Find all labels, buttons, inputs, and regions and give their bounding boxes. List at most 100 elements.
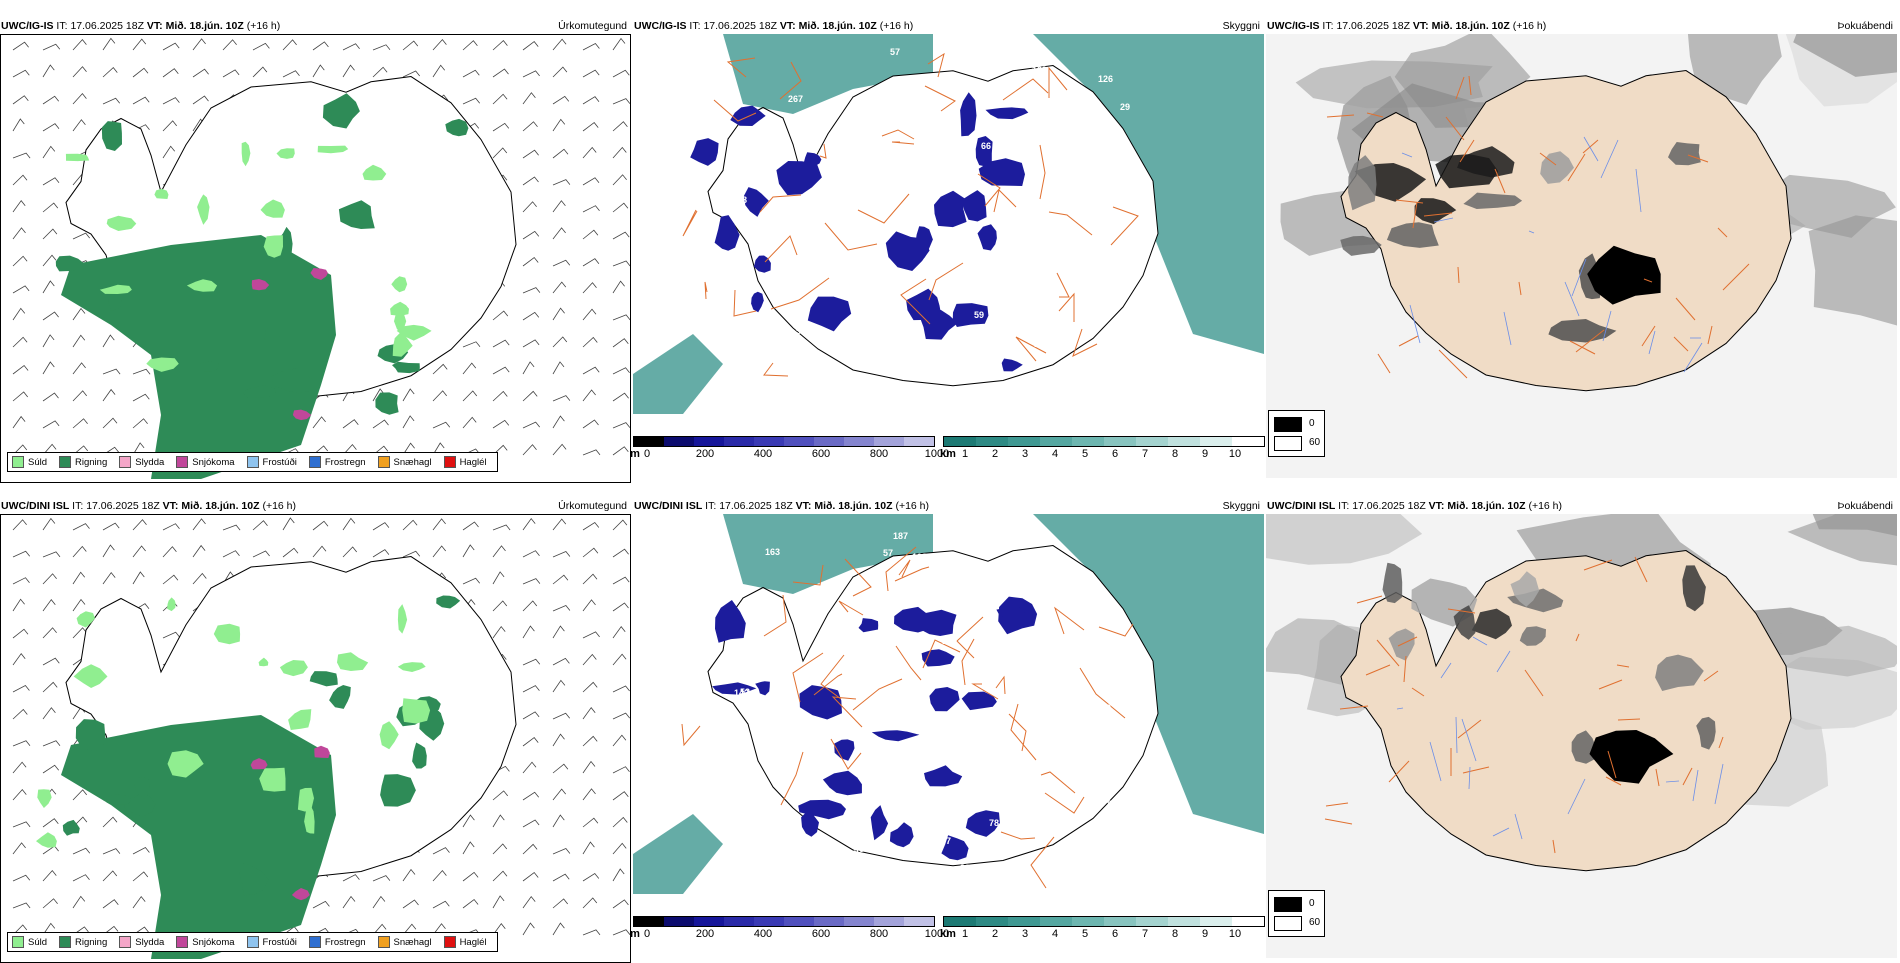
wind-barb	[222, 550, 240, 558]
iceland-landmass	[1340, 549, 1792, 872]
drizzle-blob	[197, 194, 210, 225]
road	[1326, 114, 1355, 118]
drizzle-area	[36, 597, 431, 848]
vt-label: VT:	[162, 500, 179, 512]
colorbar-swatch	[1040, 437, 1072, 446]
wind-barb	[162, 97, 180, 105]
wind-barb	[432, 442, 445, 456]
wind-barb	[372, 66, 388, 78]
visibility-value: 43	[752, 370, 762, 380]
drizzle-blob	[391, 276, 408, 293]
wind-barb	[192, 544, 206, 558]
river	[1528, 230, 1535, 234]
wind-barb	[432, 900, 450, 909]
visibility-value: 46	[798, 229, 808, 239]
wind-barb	[312, 900, 330, 909]
visibility-blob	[941, 835, 969, 861]
wind-barb	[492, 68, 509, 78]
visibility-blob	[915, 226, 933, 258]
wind-barb	[12, 519, 27, 531]
vis-km-ticks: km 1 2 3 4 5 6 7 8 9 10	[940, 927, 1263, 941]
precip-type-legend: Súld Rigning Slydda Snjókoma Frostúði Frostre…	[7, 932, 498, 952]
legend-item: Súld	[12, 936, 47, 948]
wind-barb	[552, 336, 568, 348]
wind-barb	[132, 393, 150, 402]
wind-barb	[12, 200, 26, 213]
rain-blob	[239, 862, 269, 896]
wind-barb	[492, 390, 508, 402]
vt-label: VT:	[779, 20, 796, 32]
road-network	[682, 52, 1139, 377]
wind-barb	[612, 121, 628, 132]
visibility-value: 150	[942, 636, 957, 646]
rain-area	[55, 93, 469, 479]
visibility-value: 103	[1034, 339, 1049, 349]
wind-barb	[102, 417, 118, 429]
wind-barb	[612, 338, 629, 348]
river	[1692, 769, 1699, 802]
panel-header: UWC/IG-IS IT: 17.06.2025 18Z VT: Mið. 18…	[1267, 20, 1893, 33]
colorbar-swatch	[724, 917, 754, 926]
road	[995, 675, 1006, 695]
wind-barb	[522, 922, 535, 936]
snow-blob	[314, 745, 330, 758]
visibility-value: 64	[954, 866, 964, 876]
low-visibility-m-area	[712, 596, 1038, 861]
low-visibility-m-area	[690, 92, 1029, 372]
vt-label: VT:	[146, 20, 163, 32]
road	[1641, 325, 1656, 347]
rain-blob	[329, 685, 351, 709]
colorbar-unit: km	[940, 448, 956, 460]
drizzle-blob	[99, 284, 132, 294]
road	[704, 281, 708, 300]
colorbar-swatch	[1104, 437, 1136, 446]
visibility-value: 64	[931, 396, 941, 406]
colorbar-swatch	[1136, 437, 1168, 446]
colorbar-swatch	[976, 917, 1008, 926]
wind-barb	[42, 145, 56, 159]
legend-item: Haglél	[443, 456, 487, 468]
wind-barb	[402, 40, 419, 51]
visibility-blob	[921, 649, 955, 667]
rain-blob	[101, 121, 122, 151]
wind-barb	[282, 39, 297, 51]
river	[1600, 139, 1619, 179]
road	[1040, 771, 1076, 794]
wind-barb	[402, 415, 415, 429]
wind-barb	[12, 708, 28, 720]
drizzle-blob	[362, 164, 387, 181]
panel-header: UWC/IG-IS IT: 17.06.2025 18Z VT: Mið. 18…	[634, 20, 1260, 33]
wind-barb	[612, 446, 629, 456]
visibility-value: 71	[798, 388, 808, 398]
road	[770, 277, 830, 310]
wind-barb	[612, 685, 630, 693]
road	[924, 85, 956, 112]
wind-barb	[522, 121, 538, 132]
wind-barb	[582, 735, 598, 747]
wind-barb	[522, 287, 541, 294]
legend-item: Frostúði	[246, 456, 297, 468]
wind-barb	[372, 895, 386, 909]
road	[763, 594, 787, 637]
visibility-blob	[929, 687, 960, 712]
river	[1401, 152, 1413, 158]
wind-barb	[552, 179, 571, 186]
wind-barb	[522, 871, 539, 882]
wind-barb	[582, 229, 599, 240]
visibility-value: 69	[1017, 189, 1027, 199]
panel-header: UWC/DINI ISL IT: 17.06.2025 18Z VT: Mið.…	[634, 500, 1260, 513]
colorbar-swatch	[1008, 437, 1040, 446]
colorbar-swatch	[634, 437, 664, 446]
wind-barb	[552, 259, 571, 267]
panel-title: Skyggni	[1222, 500, 1260, 512]
river	[1503, 311, 1512, 346]
wind-barb	[582, 69, 600, 78]
wind-barb	[312, 41, 329, 51]
visibility-value: 79	[742, 326, 752, 336]
model-label: UWC/DINI ISL	[1, 500, 70, 512]
wind-barb	[72, 545, 87, 558]
drizzle-blob	[146, 357, 179, 372]
wind-barb	[72, 445, 89, 456]
wind-barb	[552, 200, 566, 213]
road	[1366, 112, 1384, 118]
